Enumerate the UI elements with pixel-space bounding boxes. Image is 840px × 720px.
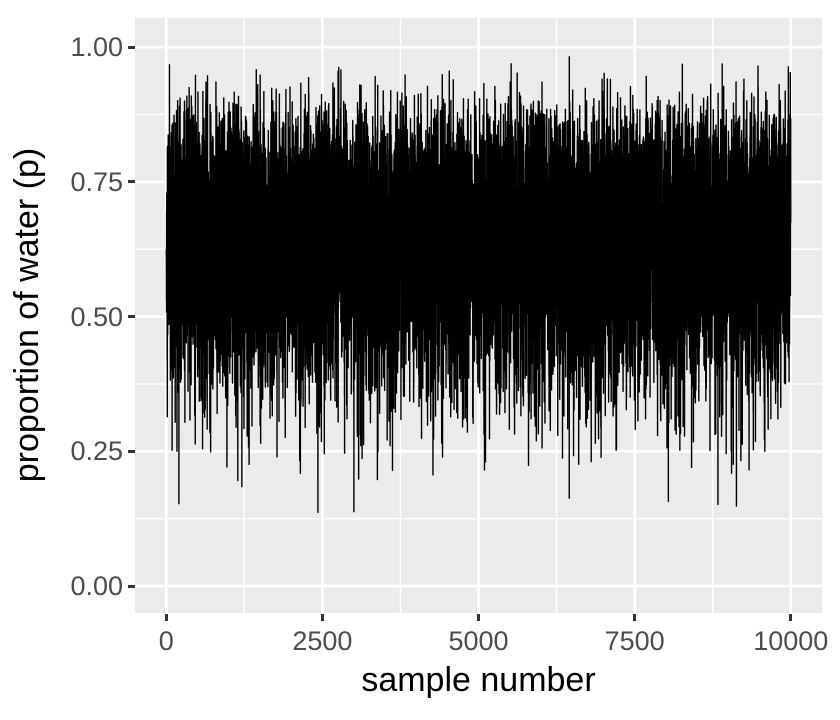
y-tick-mark (128, 584, 135, 588)
x-tick-label: 0 (158, 626, 174, 656)
y-tick-label: 0.75 (70, 166, 123, 197)
y-tick-label: 1.00 (70, 32, 123, 63)
y-tick-mark (128, 45, 135, 49)
x-tick-label: 7500 (604, 626, 665, 656)
y-tick-label: 0.25 (70, 436, 123, 467)
x-tick-label: 2500 (292, 626, 353, 656)
y-tick-mark (128, 315, 135, 319)
y-tick-mark (128, 449, 135, 453)
x-axis-title: sample number (361, 661, 596, 699)
y-tick-label: 0.00 (70, 571, 123, 602)
x-tick-mark (164, 614, 168, 621)
x-tick-label: 5000 (448, 626, 509, 656)
y-tick-mark (128, 180, 135, 184)
x-tick-label: 10000 (753, 626, 829, 656)
x-tick-mark (320, 614, 324, 621)
y-tick-label: 0.50 (70, 301, 123, 332)
x-tick-mark (633, 614, 637, 621)
x-tick-mark (477, 614, 480, 621)
x-tick-mark (789, 614, 793, 621)
